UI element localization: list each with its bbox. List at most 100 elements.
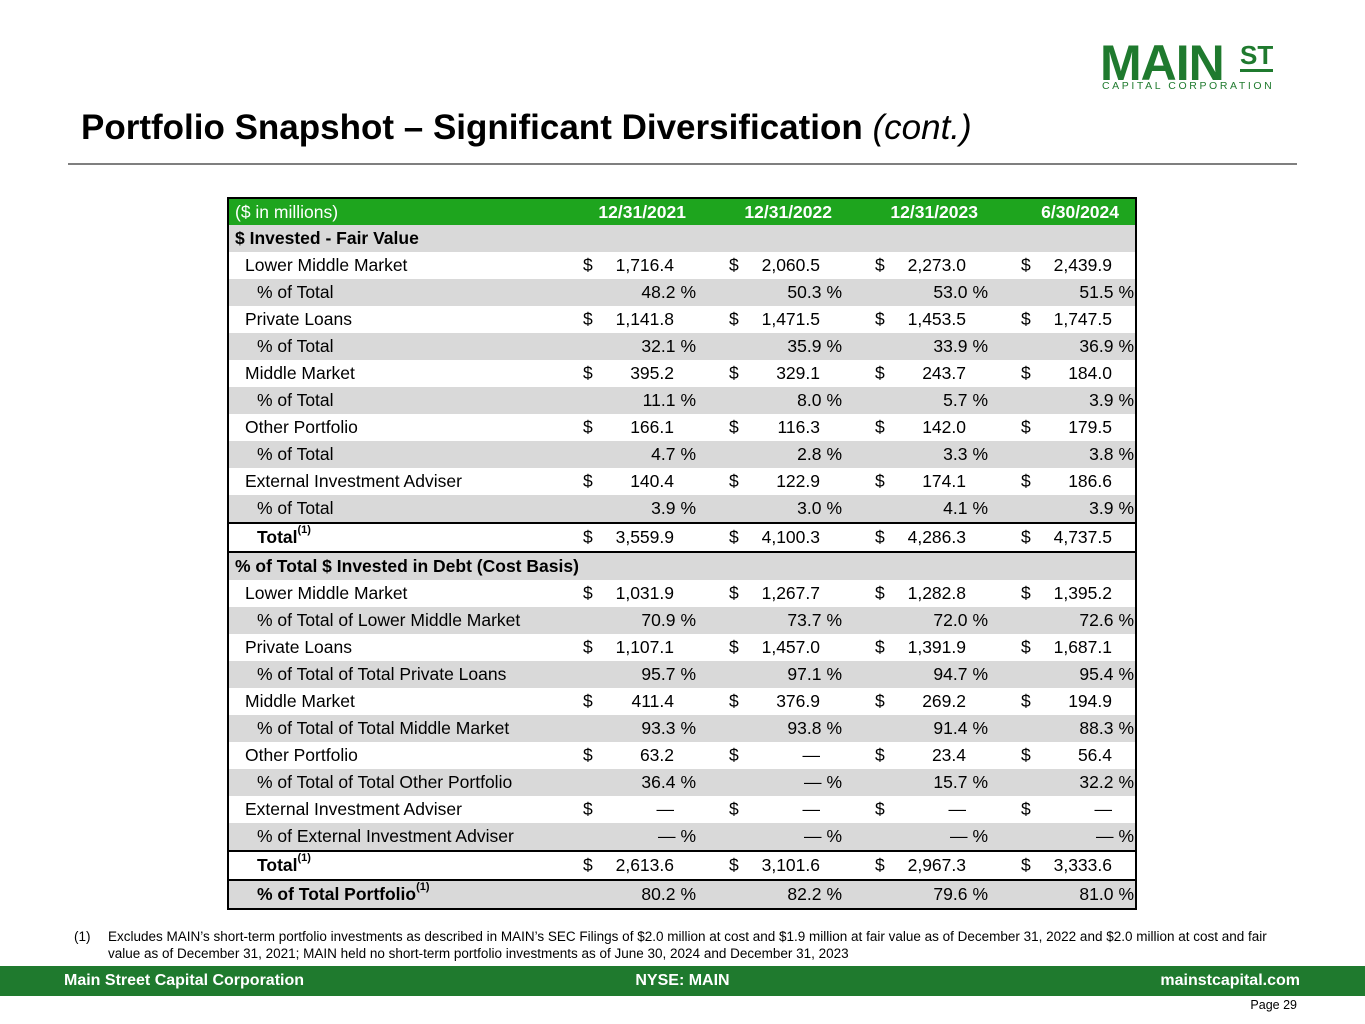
amount-value: 142.0 — [922, 417, 966, 437]
amount-value: 186.6 — [1068, 471, 1112, 491]
amount-value: 1,471.5 — [761, 309, 820, 329]
footnote-ref: (1) — [416, 881, 430, 894]
row-label-text: % of Total of Total Other Portfolio — [257, 772, 513, 792]
percent-value: 11.1 — [642, 390, 676, 410]
percent-sign: % — [680, 772, 696, 792]
table-row: Other Portfolio $166.1 $116.3 $142.0 $179.5 — [229, 414, 1135, 441]
percent-value: 3.9 — [1089, 390, 1114, 410]
dollar-sign: $ — [583, 691, 593, 711]
row-label: % of Total of Total Other Portfolio — [257, 769, 512, 796]
amount-value: 2,439.9 — [1053, 255, 1112, 275]
table-row: Middle Market $411.4 $376.9 $269.2 $194.9 — [229, 688, 1135, 715]
footer-company: Main Street Capital Corporation — [64, 972, 305, 989]
row-label-text: Lower Middle Market — [245, 583, 408, 603]
percent-cell: 93.8% — [732, 715, 842, 742]
percent-cell: —% — [1024, 823, 1134, 850]
percent-sign: % — [680, 610, 696, 630]
dollar-sign: $ — [875, 745, 885, 765]
footnote-ref: (1) — [297, 524, 311, 537]
percent-sign: % — [826, 884, 842, 904]
dollar-sign: $ — [875, 255, 885, 275]
amount-value: 4,100.3 — [761, 527, 820, 547]
percent-sign: % — [680, 664, 696, 684]
logo-main-text: MAIN — [1100, 35, 1225, 91]
table-row: % of Total 3.9% 3.0% 4.1% 3.9% — [229, 495, 1135, 522]
dollar-sign: $ — [875, 363, 885, 383]
percent-cell: 35.9% — [732, 333, 842, 360]
amount-value: 3,101.6 — [761, 855, 820, 875]
percent-sign: % — [826, 444, 842, 464]
percent-value: — — [803, 826, 822, 846]
row-label: External Investment Adviser — [245, 468, 462, 495]
dollar-sign: $ — [875, 691, 885, 711]
amount-value: 4,737.5 — [1053, 527, 1112, 547]
percent-value: — — [949, 826, 968, 846]
percent-sign: % — [826, 390, 842, 410]
percent-value: 51.5 — [1079, 282, 1114, 302]
percent-sign: % — [680, 884, 696, 904]
percent-cell: 91.4% — [878, 715, 988, 742]
row-label: Other Portfolio — [245, 414, 358, 441]
table-row: % of Total Portfolio(1) 80.2% 82.2% 79.6% 81… — [229, 879, 1135, 908]
percent-cell: 82.2% — [732, 881, 842, 908]
percent-sign: % — [826, 826, 842, 846]
dollar-sign: $ — [583, 255, 593, 275]
percent-cell: 88.3% — [1024, 715, 1134, 742]
row-label: % of Total — [257, 441, 334, 468]
row-label: % of Total — [257, 279, 334, 306]
amount-value: 1,395.2 — [1053, 583, 1112, 603]
amount-value: 23.4 — [931, 745, 966, 765]
footer-website-link[interactable]: mainstcapital.com — [1160, 972, 1300, 989]
column-header: 6/30/2024 — [1041, 202, 1119, 222]
percent-sign: % — [1118, 498, 1134, 518]
page-title-cont: (cont.) — [872, 108, 972, 147]
dollar-sign: $ — [1021, 745, 1031, 765]
percent-value: 95.4 — [1079, 664, 1114, 684]
percent-sign: % — [972, 390, 988, 410]
page-number: Page 29 — [1250, 998, 1297, 1012]
percent-value: 3.8 — [1089, 444, 1114, 464]
percent-sign: % — [680, 282, 696, 302]
percent-cell: 8.0% — [732, 387, 842, 414]
footer-ticker: NYSE: MAIN — [635, 972, 730, 989]
percent-cell: 73.7% — [732, 607, 842, 634]
page-title: Portfolio Snapshot – Significant Diversi… — [81, 108, 972, 148]
table-row: % of Total of Lower Middle Market 70.9% 73… — [229, 607, 1135, 634]
dollar-sign: $ — [583, 855, 593, 875]
amount-value: 2,967.3 — [907, 855, 966, 875]
amount-value: 1,282.8 — [907, 583, 966, 603]
row-label: Private Loans — [245, 306, 352, 333]
percent-value: 82.2 — [787, 884, 822, 904]
amount-value: 1,747.5 — [1053, 309, 1112, 329]
percent-value: 91.4 — [933, 718, 968, 738]
amount-value: 1,141.8 — [615, 309, 674, 329]
percent-value: 73.7 — [787, 610, 822, 630]
percent-cell: —% — [732, 769, 842, 796]
percent-value: 36.4 — [641, 772, 676, 792]
row-label-text: % of Total — [257, 444, 334, 464]
percent-value: — — [803, 772, 822, 792]
amount-value: 1,716.4 — [615, 255, 674, 275]
percent-sign: % — [826, 610, 842, 630]
row-label: % of Total — [257, 495, 334, 522]
dollar-sign: $ — [583, 309, 593, 329]
amount-value: 166.1 — [630, 417, 674, 437]
percent-sign: % — [1118, 390, 1134, 410]
column-header: 12/31/2022 — [744, 202, 832, 222]
percent-sign: % — [972, 444, 988, 464]
percent-value: 32.1 — [641, 336, 676, 356]
amount-value: 63.2 — [639, 745, 674, 765]
dollar-sign: $ — [875, 309, 885, 329]
dollar-sign: $ — [875, 583, 885, 603]
dollar-sign: $ — [729, 745, 739, 765]
table-row: % of Total 11.1% 8.0% 5.7% 3.9% — [229, 387, 1135, 414]
percent-value: 5.7 — [943, 390, 968, 410]
table-row: Lower Middle Market $1,031.9 $1,267.7 $1,28… — [229, 580, 1135, 607]
percent-value: 36.9 — [1079, 336, 1114, 356]
percent-sign: % — [1118, 282, 1134, 302]
amount-value: — — [802, 745, 821, 765]
row-label-text: % of Total — [257, 336, 334, 356]
row-label-text: % of Total of Total Middle Market — [257, 718, 510, 738]
percent-value: — — [657, 826, 676, 846]
row-label-text: Other Portfolio — [245, 745, 358, 765]
